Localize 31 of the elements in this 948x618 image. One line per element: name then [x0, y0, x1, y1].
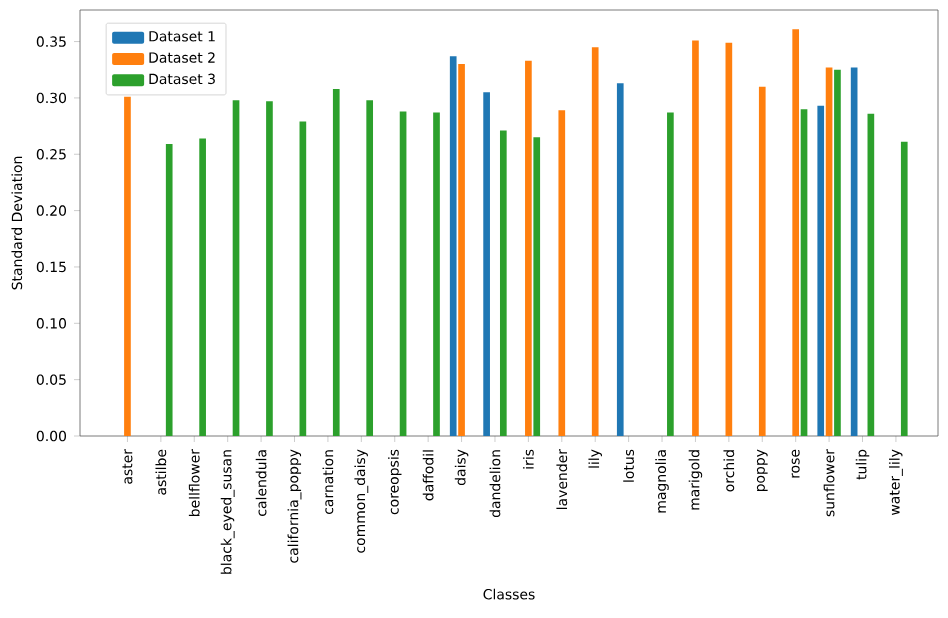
- bar: [817, 105, 825, 436]
- bar: [533, 137, 541, 436]
- bar: [332, 88, 340, 436]
- bar: [399, 111, 407, 436]
- bar: [867, 113, 875, 436]
- bar: [124, 96, 131, 436]
- bar: [458, 64, 465, 436]
- bar: [758, 86, 766, 436]
- bar: [591, 47, 599, 436]
- bar: [299, 121, 307, 436]
- bar: [232, 100, 240, 436]
- bar: [525, 60, 532, 436]
- bar: [616, 83, 624, 436]
- bar: [850, 67, 858, 436]
- bar: [366, 100, 374, 436]
- bar: [266, 101, 273, 436]
- bar: [449, 56, 457, 436]
- bar: [900, 141, 908, 436]
- bar: [692, 40, 699, 436]
- bar: [834, 69, 841, 436]
- bar: [725, 42, 733, 436]
- bar: [165, 144, 173, 436]
- bar: [825, 67, 833, 436]
- bar: [667, 112, 674, 436]
- bar: [199, 138, 206, 436]
- bar: [792, 29, 800, 436]
- bar: [558, 110, 566, 436]
- bar: [433, 112, 440, 436]
- bar: [800, 109, 808, 436]
- bar: [499, 130, 507, 436]
- bar: [483, 92, 490, 436]
